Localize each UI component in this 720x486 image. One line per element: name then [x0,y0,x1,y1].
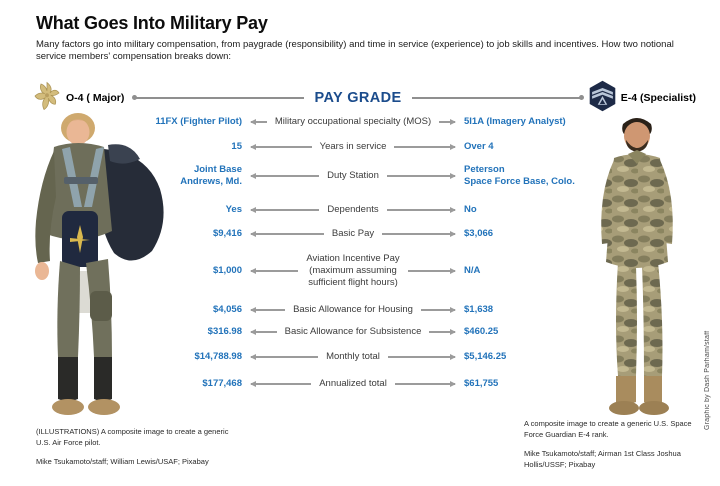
o4-value: Yes [225,203,242,215]
e4-value: $3,066 [464,227,494,239]
arrow-right-icon [420,305,457,314]
arrow-left-icon [249,205,320,214]
arrow-left-icon [249,305,286,314]
arrow-left-icon [249,379,312,388]
arrow-right-icon [407,266,457,275]
o4-value: Joint Base Andrews, Md. [180,163,242,187]
specialist-hexagon-icon [588,80,617,117]
table-row-annualized-total: $177,468 Annualized total $61,755 [122,373,614,395]
e4-value: No [464,203,477,215]
left-photo-caption: (ILLUSTRATIONS) A composite image to cre… [36,427,236,468]
table-row-bah: $4,056 Basic Allowance for Housing $1,63… [122,299,614,321]
row-label: Aviation Incentive Pay (maximum assuming… [306,253,400,288]
e4-value: $460.25 [464,325,499,337]
row-label: Duty Station [327,170,379,182]
comparison-table: 11FX (Fighter Pilot) Military occupation… [122,111,614,395]
guardian-photo [586,114,688,424]
paygrade-line-right [411,95,584,100]
table-row-years: 15 Years in service Over 4 [122,136,614,158]
arrow-right-icon [394,379,457,388]
arrow-left-icon [249,266,299,275]
arrow-left-icon [250,117,267,126]
arrow-left-icon [250,142,312,151]
arrow-right-icon [387,352,457,361]
arrow-right-icon [386,205,457,214]
left-caption-credit: Mike Tsukamoto/staff; William Lewis/USAF… [36,457,209,466]
e4-value: $5,146.25 [464,350,507,362]
row-label: Basic Allowance for Housing [293,304,413,316]
table-row-mos: 11FX (Fighter Pilot) Military occupation… [122,111,614,133]
row-label: Annualized total [319,378,387,390]
row-label: Monthly total [326,351,380,363]
page-title: What Goes Into Military Pay [36,13,268,33]
table-row-aviation-incentive: $1,000 Aviation Incentive Pay (maximum a… [122,249,614,293]
arrow-right-icon [382,229,456,238]
right-rank-label: E-4 (Specialist) [620,92,697,104]
arrow-left-icon [250,229,324,238]
arrow-left-icon [250,327,277,336]
right-caption-description: A composite image to create a generic U.… [524,419,692,439]
o4-value: 15 [231,140,242,152]
e4-value: $1,638 [464,303,494,315]
row-label: Years in service [319,141,387,153]
arrow-right-icon [429,327,456,336]
paygrade-header: O-4 ( Major) PAY GRADE E-4 (Specialist) [32,80,700,117]
e4-value: Over 4 [464,140,494,152]
paygrade-title: PAY GRADE [314,90,402,106]
right-photo-caption: A composite image to create a generic U.… [524,419,696,470]
left-caption-description: (ILLUSTRATIONS) A composite image to cre… [36,427,229,447]
major-oak-leaf-icon [32,80,62,117]
row-label: Basic Pay [331,228,375,240]
arrow-left-icon [249,352,319,361]
o4-value: $4,056 [212,303,242,315]
arrow-right-icon [439,117,456,126]
e4-value: N/A [464,264,481,276]
o4-value: $177,468 [202,377,242,389]
row-label: Dependents [327,204,379,216]
pilot-photo [12,111,180,424]
graphic-credit: Graphic by Dash Parham/staff [704,330,711,430]
o4-value: $316.98 [207,325,242,337]
row-label: Military occupational specialty (MOS) [274,116,432,128]
arrow-right-icon [386,171,457,180]
o4-value: $1,000 [212,264,242,276]
o4-value: $14,788.98 [194,350,242,362]
row-label: Basic Allowance for Subsistence [284,326,422,338]
table-row-basic-pay: $9,416 Basic Pay $3,066 [122,223,614,245]
right-caption-credit: Mike Tsukamoto/staff; Airman 1st Class J… [524,449,681,469]
o4-value: 11FX (Fighter Pilot) [155,115,242,127]
arrow-left-icon [249,171,320,180]
e4-value: Peterson Space Force Base, Colo. [464,163,575,187]
table-row-bas: $316.98 Basic Allowance for Subsistence … [122,321,614,343]
e4-value: $61,755 [464,377,499,389]
e4-value: 5I1A (Imagery Analyst) [464,115,566,127]
o4-value: $9,416 [212,227,242,239]
table-row-monthly-total: $14,788.98 Monthly total $5,146.25 [122,346,614,368]
page-subtitle: Many factors go into military compensati… [36,39,674,63]
arrow-right-icon [394,142,456,151]
paygrade-line-left [132,95,305,100]
left-rank-label: O-4 ( Major) [66,92,125,104]
table-row-duty-station: Joint Base Andrews, Md. Duty Station Pet… [122,161,614,191]
table-row-dependents: Yes Dependents No [122,199,614,221]
